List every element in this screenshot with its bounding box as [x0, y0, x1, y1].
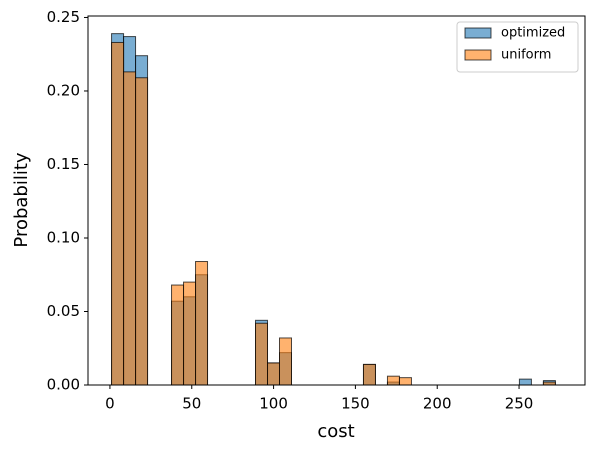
bar — [398, 377, 412, 386]
bar — [135, 77, 149, 386]
x-axis-label: cost — [317, 421, 354, 442]
bar — [362, 363, 376, 386]
x-tick-label: 150 — [341, 395, 370, 413]
y-tick-label: 0.00 — [47, 376, 80, 394]
y-tick-label: 0.25 — [47, 8, 80, 26]
y-tick-label: 0.20 — [47, 81, 80, 99]
x-tick-label: 200 — [423, 395, 452, 413]
bar — [255, 322, 269, 386]
x-tick-label: 0 — [105, 395, 115, 413]
plot-frame — [87, 15, 586, 386]
bar — [386, 375, 400, 386]
bar — [123, 71, 137, 386]
x-tick-label: 100 — [259, 395, 288, 413]
bar — [111, 41, 125, 386]
y-tick-label: 0.15 — [47, 155, 80, 173]
bar — [183, 281, 197, 386]
bar — [267, 362, 281, 386]
x-tick-label: 250 — [505, 395, 534, 413]
y-tick-label: 0.10 — [47, 228, 80, 246]
legend-swatch — [464, 27, 492, 39]
y-axis-label: Probability — [11, 152, 32, 247]
bar — [171, 284, 185, 386]
x-tick-label: 50 — [182, 395, 201, 413]
bar — [518, 378, 532, 386]
legend-swatch — [464, 49, 492, 61]
bar — [195, 261, 209, 386]
legend-label: optimized — [501, 26, 565, 41]
y-tick-label: 0.05 — [47, 302, 80, 320]
bar — [279, 337, 292, 386]
legend-label: uniform — [501, 48, 551, 63]
